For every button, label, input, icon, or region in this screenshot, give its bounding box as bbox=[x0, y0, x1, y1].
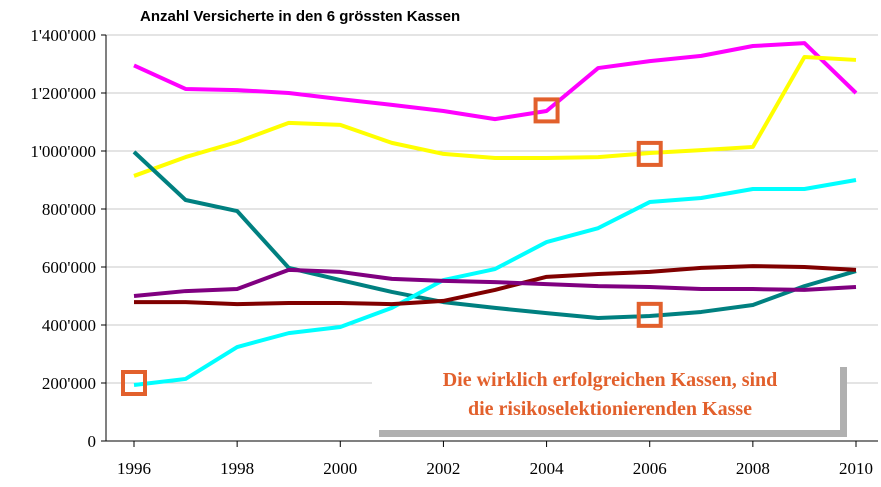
x-tick-label: 2006 bbox=[633, 459, 667, 478]
series-line bbox=[133, 41, 858, 122]
x-tick-label: 2010 bbox=[839, 459, 873, 478]
chart-title: Anzahl Versicherte in den 6 grössten Kas… bbox=[140, 8, 460, 25]
series-line bbox=[132, 150, 857, 321]
x-tick-label: 2008 bbox=[736, 459, 770, 478]
highlight-marker bbox=[636, 140, 663, 167]
x-tick-label: 2000 bbox=[323, 459, 357, 478]
y-tick-label: 1'000'000 bbox=[30, 142, 96, 161]
series-line bbox=[133, 267, 857, 298]
series-line bbox=[133, 55, 857, 178]
annotation-box bbox=[372, 360, 840, 430]
series-line bbox=[134, 264, 857, 307]
y-tick-label: 1'200'000 bbox=[30, 84, 96, 103]
highlight-marker bbox=[121, 370, 147, 396]
y-tick-label: 600'000 bbox=[42, 258, 96, 277]
highlight-marker bbox=[636, 301, 663, 328]
y-tick-label: 0 bbox=[88, 432, 97, 451]
highlight-marker bbox=[533, 97, 560, 124]
y-tick-label: 400'000 bbox=[42, 316, 96, 335]
y-tick-label: 800'000 bbox=[42, 200, 96, 219]
x-tick-label: 2002 bbox=[426, 459, 460, 478]
x-tick-label: 1996 bbox=[117, 459, 151, 478]
y-tick-label: 200'000 bbox=[42, 374, 96, 393]
series-line bbox=[133, 178, 857, 388]
annotation-text: die risikoselektionierenden Kasse bbox=[468, 398, 752, 420]
x-tick-label: 1998 bbox=[220, 459, 254, 478]
x-tick-label: 2004 bbox=[530, 459, 565, 478]
y-tick-label: 1'400'000 bbox=[30, 26, 96, 45]
annotation-text: Die wirklich erfolgreichen Kassen, sind bbox=[443, 369, 778, 391]
